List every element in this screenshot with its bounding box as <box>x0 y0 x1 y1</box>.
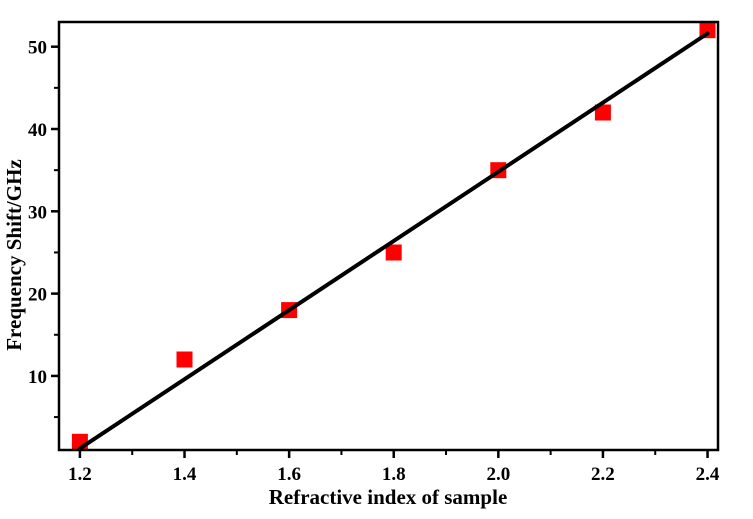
y-tick-label: 50 <box>28 38 47 59</box>
y-axis-title: Frequency Shift/GHz <box>2 159 26 351</box>
x-tick-label: 2.0 <box>486 464 510 485</box>
fit-line <box>77 31 710 451</box>
tick-layer: 1.2 1.4 1.6 1.8 2.0 2.2 2.4 10 20 30 40 50 <box>28 38 720 485</box>
data-point <box>385 244 402 261</box>
y-tick-label: 20 <box>28 285 47 306</box>
x-tick-label: 2.2 <box>591 464 615 485</box>
y-tick-label: 40 <box>28 120 47 141</box>
x-tick-label: 2.4 <box>696 464 720 485</box>
x-tick-label: 1.4 <box>173 464 197 485</box>
x-axis-title: Refractive index of sample <box>269 485 508 509</box>
plot-layer <box>71 22 716 451</box>
x-tick-label: 1.8 <box>382 464 406 485</box>
y-tick-label: 10 <box>28 367 47 388</box>
x-tick-label: 1.2 <box>68 464 92 485</box>
x-tick-label: 1.6 <box>277 464 301 485</box>
data-point <box>176 351 193 368</box>
plot-frame <box>57 20 720 452</box>
y-tick-label: 30 <box>28 202 47 223</box>
data-point <box>594 104 611 121</box>
